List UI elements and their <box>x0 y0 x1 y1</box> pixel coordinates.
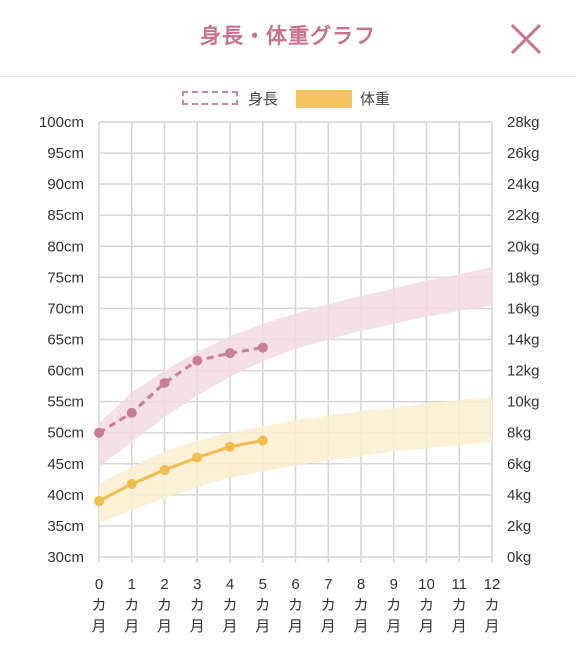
data-point-weight <box>159 465 170 475</box>
y-right-tick-label: 16kg <box>507 300 540 317</box>
y-left-tick-label: 35cm <box>47 518 84 535</box>
y-left-tick-label: 40cm <box>47 487 84 504</box>
x-tick-label: 10 カ月 <box>418 576 435 635</box>
legend-height-swatch <box>182 91 238 105</box>
y-right-tick-label: 26kg <box>507 145 540 162</box>
y-left-tick-label: 65cm <box>47 332 84 349</box>
chart-ticks: 30cm 35cm 40cm 45cm 50cm 55cm 60cm 65cm 70cm 75cm… <box>39 114 540 635</box>
series-line-height <box>98 346 264 434</box>
legend: 身長 体重 <box>0 88 576 112</box>
y-right-tick-label: 14kg <box>507 332 540 349</box>
x-tick-label: 7 カ月 <box>321 576 336 635</box>
y-left-tick-label: 75cm <box>47 269 84 286</box>
data-point-weight <box>94 496 104 507</box>
y-right-tick-label: 12kg <box>507 363 540 380</box>
y-right-tick-label: 4kg <box>507 487 531 504</box>
y-left-tick-label: 50cm <box>47 425 84 442</box>
y-right-tick-label: 28kg <box>507 114 540 131</box>
y-left-tick-label: 90cm <box>47 176 84 193</box>
x-tick-label: 5 カ月 <box>255 576 270 635</box>
y-left-tick-label: 45cm <box>47 456 84 473</box>
x-tick-label: 4 カ月 <box>222 576 237 635</box>
series-line-weight <box>98 439 264 503</box>
data-point-weight <box>192 452 203 463</box>
range-band-height <box>99 266 492 467</box>
header: 身長・体重グラフ <box>0 0 576 77</box>
y-right-tick-label: 10kg <box>507 394 540 411</box>
data-point-height <box>225 348 235 359</box>
chart-bands <box>99 266 492 523</box>
x-tick-label: 12 カ月 <box>484 576 501 635</box>
y-left-tick-label: 70cm <box>47 300 84 317</box>
x-tick-label: 0 カ月 <box>91 576 106 635</box>
y-left-tick-label: 80cm <box>47 238 84 255</box>
close-button[interactable] <box>506 19 546 59</box>
data-point-height <box>192 355 203 366</box>
range-band-weight <box>99 396 492 523</box>
data-point-weight <box>126 478 137 489</box>
x-tick-label: 11 カ月 <box>451 576 467 635</box>
y-right-tick-label: 24kg <box>507 176 540 193</box>
y-left-tick-label: 55cm <box>47 394 84 411</box>
chart-lines <box>94 342 268 507</box>
close-icon <box>510 23 542 55</box>
data-point-weight <box>225 441 235 452</box>
y-left-tick-label: 85cm <box>47 207 84 224</box>
y-left-tick-label: 95cm <box>47 145 84 162</box>
x-tick-label: 2 カ月 <box>157 576 172 635</box>
data-point-height <box>159 378 170 388</box>
data-point-weight <box>257 435 268 446</box>
y-left-tick-label: 30cm <box>47 549 84 566</box>
y-right-tick-label: 2kg <box>507 518 531 535</box>
y-right-tick-label: 8kg <box>507 425 531 442</box>
x-tick-label: 9 カ月 <box>386 576 401 635</box>
y-left-tick-label: 100cm <box>39 114 84 131</box>
y-right-tick-label: 22kg <box>507 207 540 224</box>
legend-weight-swatch <box>296 90 352 108</box>
y-left-tick-label: 60cm <box>47 363 84 380</box>
y-right-tick-label: 18kg <box>507 269 540 286</box>
legend-height-label: 身長 <box>248 90 279 108</box>
x-tick-label: 1 カ月 <box>124 576 139 635</box>
data-point-height <box>126 407 137 418</box>
y-right-tick-label: 0kg <box>507 549 531 566</box>
y-right-tick-label: 6kg <box>507 456 531 473</box>
data-point-height <box>94 427 104 438</box>
y-right-tick-label: 20kg <box>507 238 540 255</box>
x-tick-label: 8 カ月 <box>353 576 368 635</box>
data-point-height <box>257 342 268 353</box>
legend-weight-label: 体重 <box>360 90 391 108</box>
x-tick-label: 3 カ月 <box>190 576 205 635</box>
page-title: 身長・体重グラフ <box>200 24 376 48</box>
x-tick-label: 6 カ月 <box>288 576 303 635</box>
